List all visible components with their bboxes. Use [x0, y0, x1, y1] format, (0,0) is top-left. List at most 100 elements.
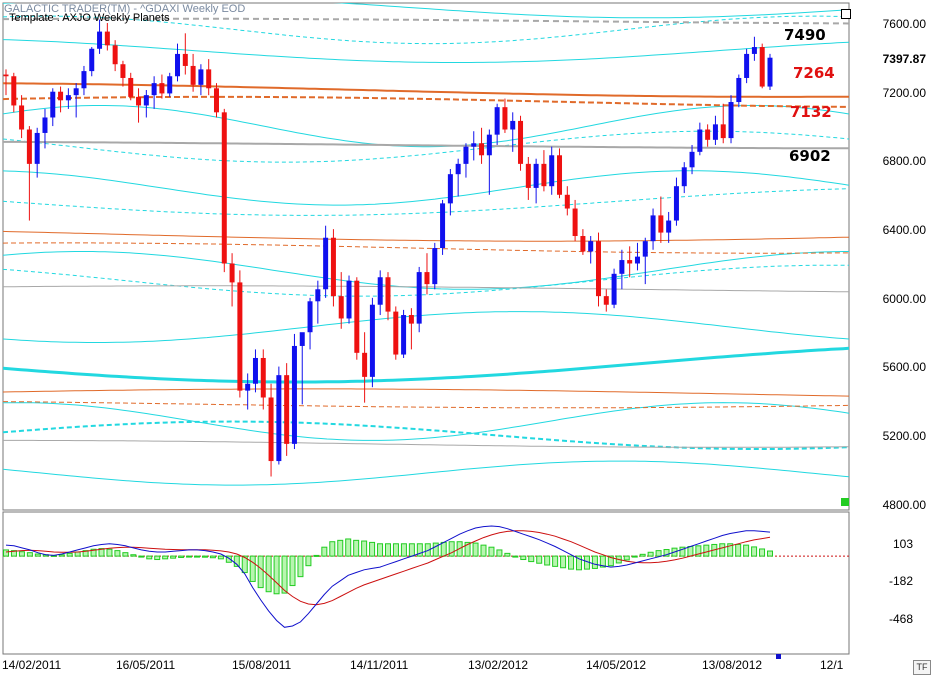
- candle-body: [447, 174, 453, 204]
- level-label-6902: 6902: [789, 147, 831, 165]
- candle-body: [455, 163, 461, 175]
- macd-histogram-bar: [719, 543, 726, 557]
- macd-histogram-bar: [225, 555, 232, 563]
- candle-body: [97, 31, 103, 49]
- candle-body: [486, 134, 492, 156]
- macd-histogram-bar: [392, 543, 399, 557]
- candle-body: [143, 95, 149, 106]
- planet-line: [3, 439, 849, 448]
- candle-body: [603, 296, 609, 305]
- candlesticks: [3, 19, 773, 477]
- planet-line: [3, 105, 849, 148]
- macd-histogram-bar: [257, 555, 264, 589]
- x-tick-label: 14/02/2011: [2, 658, 62, 672]
- candle-body: [136, 96, 142, 106]
- macd-histogram-bar: [138, 555, 145, 558]
- macd-histogram-bar: [607, 555, 614, 567]
- macd-histogram-bar: [552, 555, 559, 567]
- macd-histogram-bar: [321, 546, 328, 557]
- macd-histogram-bar: [663, 549, 670, 557]
- planet-line: [3, 82, 849, 98]
- candle-body: [697, 129, 703, 152]
- planet-line: [3, 242, 849, 254]
- planet-line: [3, 285, 849, 293]
- macd-histogram-bar: [146, 555, 153, 560]
- price-panel: [2, 2, 850, 511]
- macd-histogram-bar: [369, 541, 376, 557]
- macd-histogram-bar: [34, 553, 41, 557]
- macd-histogram-bar: [591, 555, 598, 569]
- candle-body: [307, 301, 313, 333]
- candle-body: [681, 167, 687, 187]
- macd-histogram-bar: [727, 543, 734, 557]
- candle-body: [73, 88, 79, 96]
- candle-body: [3, 74, 9, 77]
- candle-body: [650, 215, 656, 242]
- tf-button[interactable]: TF: [913, 660, 931, 675]
- macd-histogram-bar: [448, 541, 455, 557]
- window-title: GALACTIC TRADER(TM) - ^GDAXI Weekly EOD: [4, 3, 246, 15]
- macd-histogram-bar: [170, 555, 177, 559]
- planet-line: [3, 251, 849, 290]
- x-tick-label: 12/1: [820, 658, 844, 672]
- candle-body: [479, 143, 485, 156]
- candle-body: [159, 83, 165, 94]
- candle-body: [720, 124, 726, 139]
- candle-body: [541, 163, 547, 187]
- window-control-button[interactable]: [841, 9, 851, 19]
- macd-histogram-bar: [385, 543, 391, 557]
- candle-body: [182, 53, 188, 66]
- candle-body: [245, 383, 251, 391]
- macd-histogram-bar: [26, 552, 33, 557]
- macd-histogram-bar: [631, 555, 638, 558]
- macd-panel: [2, 511, 850, 655]
- y-tick-label: 5200.00: [882, 429, 926, 443]
- macd-histogram-bar: [233, 555, 240, 567]
- level-label-7490: 7490: [784, 26, 826, 44]
- macd-histogram-bar: [520, 555, 527, 561]
- macd-histogram-bar: [154, 555, 161, 561]
- macd-histogram-bar: [353, 539, 360, 557]
- planet-line: [3, 401, 849, 409]
- macd-histogram-bar: [639, 553, 646, 557]
- candle-body: [213, 88, 219, 113]
- macd-histogram-bar: [297, 555, 304, 578]
- macd-histogram-bar: [496, 549, 503, 557]
- macd-histogram-bar: [130, 554, 137, 557]
- candle-body: [580, 236, 586, 252]
- y-tick-label: 7200.00: [882, 86, 926, 100]
- candle-body: [19, 105, 25, 130]
- scroll-marker[interactable]: [776, 654, 781, 659]
- macd-histogram-bar: [400, 543, 407, 557]
- macd-histogram-bar: [249, 555, 256, 582]
- macd-histogram-bar: [695, 545, 702, 557]
- planet-line: [3, 311, 849, 343]
- x-tick-label: 13/08/2012: [702, 658, 763, 672]
- macd-histogram-bar: [655, 550, 662, 557]
- macd-histogram-bar: [98, 548, 105, 557]
- macd-histogram-bar: [265, 555, 272, 593]
- level-label-7132: 7132: [790, 103, 832, 121]
- planet-line: [3, 460, 849, 486]
- candle-body: [151, 83, 157, 96]
- candle-body: [89, 48, 95, 72]
- candle-body: [510, 120, 516, 130]
- candle-body: [229, 263, 235, 283]
- candle-body: [440, 203, 446, 249]
- macd-histogram-bar: [10, 550, 17, 557]
- candle-body: [557, 155, 563, 195]
- candle-body: [167, 76, 173, 94]
- planet-line: [3, 140, 849, 150]
- candle-body: [252, 357, 258, 384]
- candle-body: [315, 289, 321, 302]
- candle-body: [588, 241, 594, 252]
- candle-body: [81, 71, 87, 89]
- macd-histogram-bar: [162, 555, 169, 560]
- planet-line: [3, 420, 849, 450]
- macd-histogram-bar: [66, 552, 73, 557]
- candle-body: [408, 315, 414, 324]
- last-price-label: 7397.87: [882, 52, 926, 66]
- planet-line: [3, 388, 849, 397]
- macd-histogram-bar: [313, 554, 320, 557]
- candle-body: [502, 107, 508, 130]
